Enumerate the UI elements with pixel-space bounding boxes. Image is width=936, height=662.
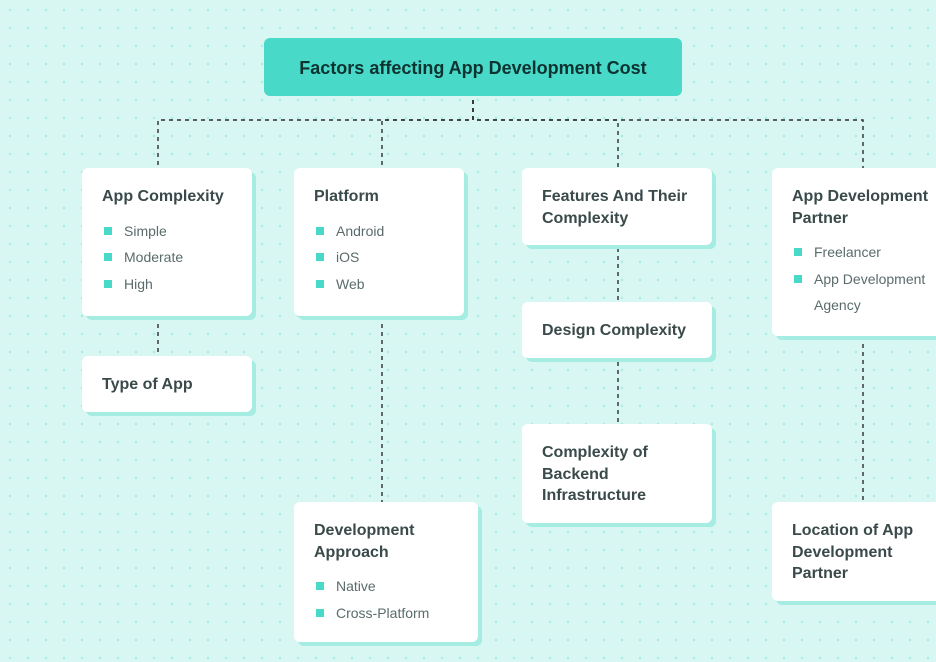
diagram-canvas: Factors affecting App Development Cost Ap… <box>0 0 936 662</box>
root-node: Factors affecting App Development Cost <box>264 38 682 96</box>
node-location: Location of App Development Partner <box>772 502 936 601</box>
node-type-of-app: Type of App <box>82 356 252 412</box>
node-features: Features And Their Complexity <box>522 168 712 245</box>
connector <box>382 92 473 168</box>
node-title: App Complexity <box>102 186 232 208</box>
connector <box>473 92 618 168</box>
node-items: NativeCross-Platform <box>314 573 458 626</box>
connector <box>473 92 863 168</box>
node-item: Moderate <box>102 244 232 271</box>
node-item: Freelancer <box>792 239 936 266</box>
node-title: Features And Their Complexity <box>542 186 692 229</box>
node-item: Web <box>314 271 444 298</box>
node-title: Design Complexity <box>542 320 692 342</box>
node-title: App Development Partner <box>792 186 936 229</box>
connector <box>158 92 473 168</box>
node-items: AndroidiOSWeb <box>314 218 444 298</box>
node-item: Simple <box>102 218 232 245</box>
node-item: High <box>102 271 232 298</box>
node-item: Android <box>314 218 444 245</box>
node-item: App Development Agency <box>792 266 936 319</box>
node-item: Cross-Platform <box>314 600 458 627</box>
node-partner: App Development Partner FreelancerApp Dev… <box>772 168 936 336</box>
node-title: Complexity of Backend Infrastructure <box>542 442 692 507</box>
node-item: iOS <box>314 244 444 271</box>
root-title: Factors affecting App Development Cost <box>284 56 662 80</box>
node-title: Development Approach <box>314 520 458 563</box>
node-platform: Platform AndroidiOSWeb <box>294 168 464 316</box>
node-title: Location of App Development Partner <box>792 520 936 585</box>
node-backend: Complexity of Backend Infrastructure <box>522 424 712 523</box>
node-items: FreelancerApp Development Agency <box>792 239 936 319</box>
node-title: Platform <box>314 186 444 208</box>
node-title: Type of App <box>102 374 232 396</box>
node-dev-approach: Development Approach NativeCross-Platform <box>294 502 478 642</box>
node-app-complexity: App Complexity SimpleModerateHigh <box>82 168 252 316</box>
node-design: Design Complexity <box>522 302 712 358</box>
node-item: Native <box>314 573 458 600</box>
node-items: SimpleModerateHigh <box>102 218 232 298</box>
